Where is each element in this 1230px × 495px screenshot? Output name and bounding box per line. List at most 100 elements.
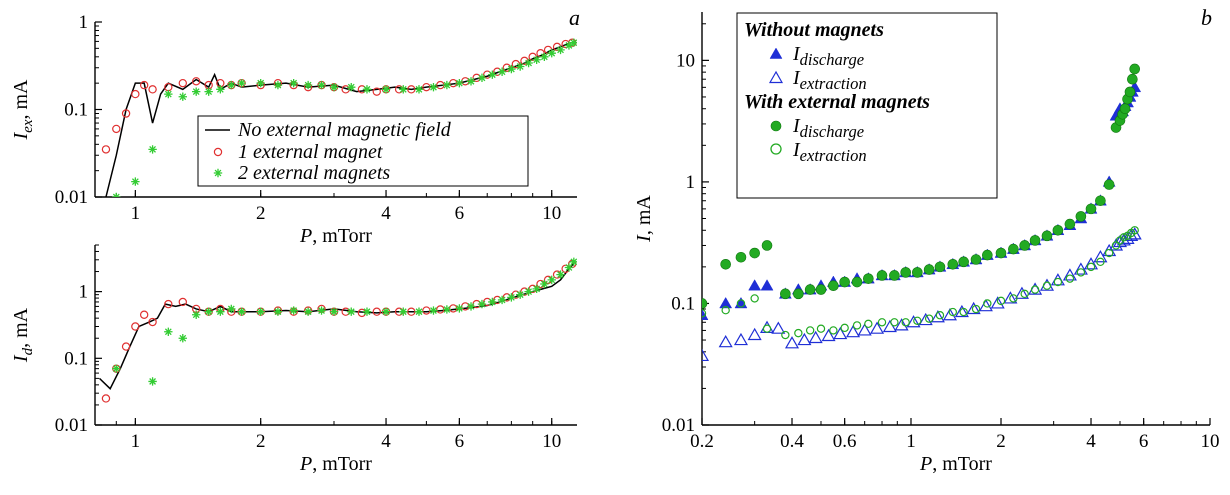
data-point	[702, 308, 709, 320]
data-point	[839, 276, 850, 288]
y-axis-label: Iex, mA	[10, 79, 36, 141]
data-point	[273, 80, 283, 90]
data-point	[303, 80, 313, 90]
data-point	[934, 261, 946, 273]
x-tick-label: 10	[542, 431, 561, 452]
data-point	[399, 307, 408, 316]
data-point	[1104, 248, 1114, 258]
data-point	[556, 45, 565, 55]
y-axis-label: Id, mA	[10, 307, 36, 363]
x-tick-label: 1	[131, 203, 141, 224]
data-point	[990, 296, 1005, 309]
data-point	[1075, 211, 1087, 222]
data-point	[924, 314, 934, 323]
series-2	[112, 257, 577, 386]
data-point	[477, 299, 487, 309]
data-point	[256, 307, 265, 316]
data-point	[833, 326, 848, 340]
data-point	[507, 64, 516, 74]
data-point	[524, 58, 533, 68]
plot-area-panel-a-bottom	[98, 257, 577, 403]
data-point	[808, 330, 823, 344]
data-point	[178, 92, 187, 101]
series-1	[101, 259, 577, 403]
data-point	[1053, 277, 1063, 287]
data-point	[466, 77, 476, 86]
data-point	[864, 319, 873, 329]
data-point	[942, 308, 957, 321]
data-point	[1029, 235, 1041, 246]
data-point	[564, 41, 574, 50]
data-point	[846, 325, 861, 338]
data-point	[1119, 103, 1131, 115]
legend-box	[736, 12, 998, 199]
data-point	[532, 55, 541, 64]
data-point	[760, 279, 774, 291]
legend-swatch	[769, 47, 783, 59]
y-tick-label: 0.1	[64, 100, 88, 121]
data-point	[121, 342, 131, 351]
data-point	[455, 304, 464, 313]
data-point	[1111, 241, 1121, 250]
data-point	[112, 192, 121, 197]
data-point	[178, 334, 187, 343]
data-point	[507, 293, 516, 302]
data-point	[329, 82, 339, 92]
data-point	[947, 258, 959, 270]
data-point	[216, 85, 225, 94]
data-point	[148, 85, 157, 94]
data-point	[414, 307, 424, 316]
x-tick-label: 4	[381, 203, 391, 224]
legend-entry: 2 external magnets	[238, 162, 390, 184]
data-point	[547, 275, 556, 285]
data-point	[569, 38, 577, 47]
data-point	[918, 312, 933, 326]
data-point	[532, 284, 541, 294]
data-point	[877, 318, 887, 327]
data-point	[1095, 195, 1106, 207]
data-point	[821, 328, 836, 342]
legend-swatch	[770, 143, 782, 155]
legend-swatch	[213, 168, 223, 178]
data-point	[1129, 63, 1141, 75]
data-point	[912, 267, 923, 278]
chart-panel-a-top: 1 2 4 6 10 0.01 0.1 1 P, mTorr Iex, mA a No externa…	[10, 5, 580, 247]
data-point	[112, 124, 121, 134]
x-tick-label: 2	[256, 203, 266, 224]
data-point	[317, 80, 326, 90]
y-tick-label: 0.01	[55, 415, 88, 436]
data-point	[780, 288, 791, 300]
data-point	[564, 263, 574, 272]
data-point	[497, 295, 507, 305]
legend-entry: 1 external magnet	[238, 141, 383, 163]
legend-entry: Idischarge	[792, 115, 864, 141]
data-point	[735, 251, 747, 263]
data-point	[237, 307, 246, 316]
data-point	[289, 306, 298, 315]
data-point	[702, 348, 710, 362]
y-tick-label: 10	[676, 50, 695, 71]
data-point	[1003, 291, 1018, 304]
x-tick-label: 2	[256, 431, 266, 452]
data-point	[828, 280, 839, 291]
chart-panel-b: 0.2 0.4 0.6 1 2 4 6 10 0.01 0.1 1 10 P, mTorr I, mA b W…	[633, 5, 1220, 475]
data-point	[191, 87, 201, 96]
data-point	[131, 322, 140, 331]
data-point	[524, 287, 533, 296]
legend-swatch	[768, 70, 784, 84]
data-point	[996, 296, 1006, 306]
data-point	[983, 299, 992, 308]
data-point	[372, 87, 381, 96]
data-point	[882, 319, 897, 333]
y-tick-label: 0.01	[662, 415, 695, 436]
data-point	[317, 306, 326, 315]
data-point	[971, 304, 981, 314]
data-point	[488, 297, 497, 307]
data-point	[515, 62, 525, 71]
data-point	[1124, 86, 1136, 98]
data-point	[761, 240, 773, 251]
data-point	[455, 78, 464, 88]
data-point	[139, 310, 149, 319]
x-tick-label: 1	[131, 431, 141, 452]
data-point	[840, 323, 849, 333]
